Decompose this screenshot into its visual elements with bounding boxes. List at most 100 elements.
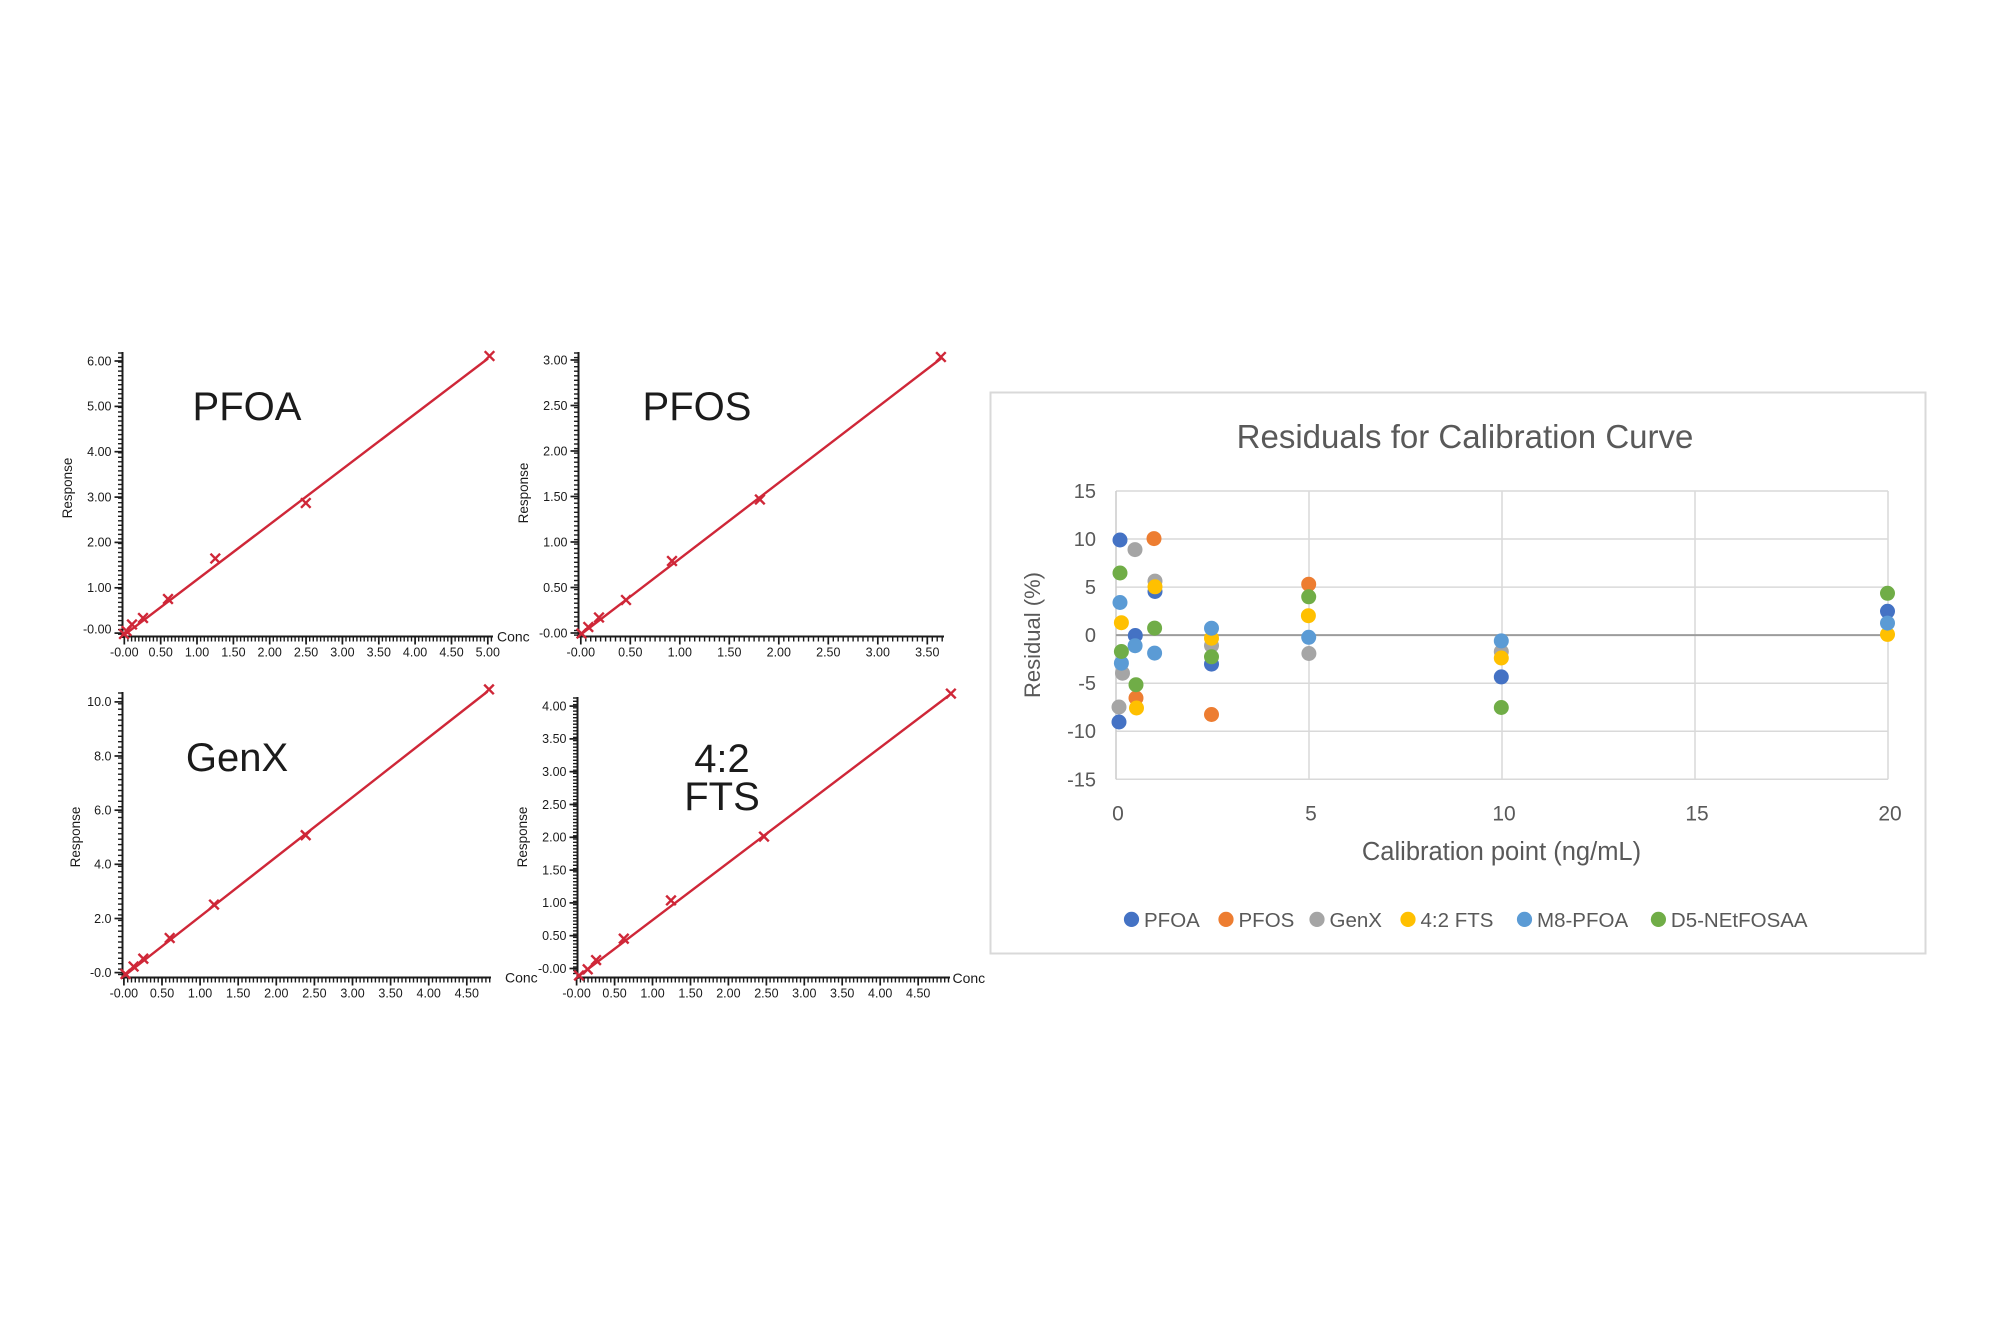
svg-text:-5: -5 bbox=[1078, 673, 1096, 695]
svg-text:10.0: 10.0 bbox=[87, 695, 111, 709]
svg-text:2.00: 2.00 bbox=[542, 831, 566, 845]
svg-text:1.50: 1.50 bbox=[717, 646, 741, 660]
svg-text:4.00: 4.00 bbox=[87, 445, 111, 459]
svg-text:3.00: 3.00 bbox=[340, 987, 364, 1001]
svg-text:Residual (%): Residual (%) bbox=[1020, 572, 1045, 698]
svg-text:2.00: 2.00 bbox=[767, 646, 791, 660]
svg-text:Response: Response bbox=[68, 807, 83, 868]
svg-text:0.50: 0.50 bbox=[602, 987, 626, 1001]
svg-text:2.50: 2.50 bbox=[816, 646, 840, 660]
svg-text:GenX: GenX bbox=[1330, 909, 1383, 932]
svg-text:3.00: 3.00 bbox=[87, 490, 111, 504]
svg-text:Conc: Conc bbox=[505, 970, 538, 986]
svg-text:2.50: 2.50 bbox=[543, 399, 567, 413]
svg-text:4.50: 4.50 bbox=[439, 646, 463, 660]
svg-text:Calibration point (ng/mL): Calibration point (ng/mL) bbox=[1362, 838, 1641, 866]
svg-text:1.50: 1.50 bbox=[226, 987, 250, 1001]
svg-text:4.00: 4.00 bbox=[417, 987, 441, 1001]
svg-text:4:2 FTS: 4:2 FTS bbox=[1421, 909, 1494, 932]
svg-text:1.50: 1.50 bbox=[678, 987, 702, 1001]
svg-text:5.00: 5.00 bbox=[476, 646, 500, 660]
svg-text:0.50: 0.50 bbox=[150, 987, 174, 1001]
svg-text:15: 15 bbox=[1074, 481, 1096, 503]
svg-text:3.00: 3.00 bbox=[542, 765, 566, 779]
svg-text:1.00: 1.00 bbox=[542, 896, 566, 910]
svg-text:4.0: 4.0 bbox=[94, 858, 111, 872]
svg-text:Response: Response bbox=[515, 807, 530, 868]
svg-text:3.50: 3.50 bbox=[542, 732, 566, 746]
svg-text:Conc: Conc bbox=[953, 970, 986, 986]
svg-text:1.00: 1.00 bbox=[185, 646, 209, 660]
svg-text:20: 20 bbox=[1878, 803, 1901, 826]
svg-text:-0.00: -0.00 bbox=[567, 646, 596, 660]
svg-text:10: 10 bbox=[1492, 803, 1515, 826]
svg-text:1.00: 1.00 bbox=[87, 581, 111, 595]
svg-text:2.50: 2.50 bbox=[302, 987, 326, 1001]
svg-text:3.00: 3.00 bbox=[330, 646, 354, 660]
svg-text:2.00: 2.00 bbox=[716, 987, 740, 1001]
svg-text:PFOS: PFOS bbox=[1239, 909, 1295, 932]
svg-text:10: 10 bbox=[1074, 529, 1096, 551]
svg-text:1.50: 1.50 bbox=[221, 646, 245, 660]
svg-text:-0.00: -0.00 bbox=[110, 646, 139, 660]
svg-text:1.00: 1.00 bbox=[668, 646, 692, 660]
svg-text:-0.00: -0.00 bbox=[538, 962, 567, 976]
svg-text:5: 5 bbox=[1305, 803, 1317, 826]
svg-text:Response: Response bbox=[516, 463, 531, 524]
svg-text:-10: -10 bbox=[1067, 721, 1096, 743]
svg-text:3.50: 3.50 bbox=[830, 987, 854, 1001]
svg-text:M8-PFOA: M8-PFOA bbox=[1537, 909, 1628, 932]
svg-text:5: 5 bbox=[1085, 577, 1096, 599]
svg-text:4.00: 4.00 bbox=[403, 646, 427, 660]
svg-text:2.0: 2.0 bbox=[94, 912, 111, 926]
svg-text:0: 0 bbox=[1112, 803, 1124, 826]
svg-text:1.00: 1.00 bbox=[188, 987, 212, 1001]
svg-text:2.50: 2.50 bbox=[294, 646, 318, 660]
svg-text:-0.00: -0.00 bbox=[83, 622, 112, 636]
svg-text:Residuals for Calibration Curv: Residuals for Calibration Curve bbox=[1237, 418, 1694, 455]
svg-text:D5-NEtFOSAA: D5-NEtFOSAA bbox=[1671, 909, 1808, 932]
svg-text:Conc: Conc bbox=[497, 629, 530, 645]
svg-text:-0.0: -0.0 bbox=[90, 966, 112, 980]
svg-text:2.00: 2.00 bbox=[543, 444, 567, 458]
svg-text:5.00: 5.00 bbox=[87, 400, 111, 414]
svg-text:4:2: 4:2 bbox=[694, 737, 750, 781]
svg-text:-15: -15 bbox=[1067, 769, 1096, 791]
svg-text:3.00: 3.00 bbox=[792, 987, 816, 1001]
svg-text:1.00: 1.00 bbox=[640, 987, 664, 1001]
svg-text:1.00: 1.00 bbox=[543, 535, 567, 549]
svg-text:4.00: 4.00 bbox=[868, 987, 892, 1001]
svg-text:4.50: 4.50 bbox=[906, 987, 930, 1001]
svg-text:0.50: 0.50 bbox=[149, 646, 173, 660]
svg-text:-0.00: -0.00 bbox=[562, 987, 591, 1001]
svg-text:2.50: 2.50 bbox=[754, 987, 778, 1001]
svg-text:6.00: 6.00 bbox=[87, 354, 111, 368]
svg-text:3.00: 3.00 bbox=[866, 646, 890, 660]
svg-text:0.50: 0.50 bbox=[543, 581, 567, 595]
svg-text:2.00: 2.00 bbox=[87, 536, 111, 550]
svg-text:FTS: FTS bbox=[684, 775, 760, 819]
svg-text:6.0: 6.0 bbox=[94, 804, 111, 818]
svg-text:-0.00: -0.00 bbox=[539, 626, 568, 640]
svg-text:2.50: 2.50 bbox=[542, 798, 566, 812]
svg-text:2.00: 2.00 bbox=[258, 646, 282, 660]
svg-text:3.00: 3.00 bbox=[543, 353, 567, 367]
svg-text:0.50: 0.50 bbox=[618, 646, 642, 660]
svg-text:1.50: 1.50 bbox=[542, 863, 566, 877]
svg-text:2.00: 2.00 bbox=[264, 987, 288, 1001]
svg-text:GenX: GenX bbox=[186, 736, 288, 780]
svg-text:PFOA: PFOA bbox=[1144, 909, 1200, 932]
svg-text:15: 15 bbox=[1685, 803, 1708, 826]
svg-text:0: 0 bbox=[1085, 625, 1096, 647]
svg-text:PFOA: PFOA bbox=[193, 385, 302, 429]
svg-text:4.00: 4.00 bbox=[542, 699, 566, 713]
svg-text:-0.00: -0.00 bbox=[110, 987, 139, 1001]
svg-text:0.50: 0.50 bbox=[542, 929, 566, 943]
svg-text:PFOS: PFOS bbox=[643, 385, 752, 429]
svg-text:1.50: 1.50 bbox=[543, 490, 567, 504]
svg-text:3.50: 3.50 bbox=[915, 646, 939, 660]
svg-text:3.50: 3.50 bbox=[378, 987, 402, 1001]
svg-text:8.0: 8.0 bbox=[94, 749, 111, 763]
svg-text:Response: Response bbox=[60, 458, 75, 519]
svg-text:4.50: 4.50 bbox=[455, 987, 479, 1001]
